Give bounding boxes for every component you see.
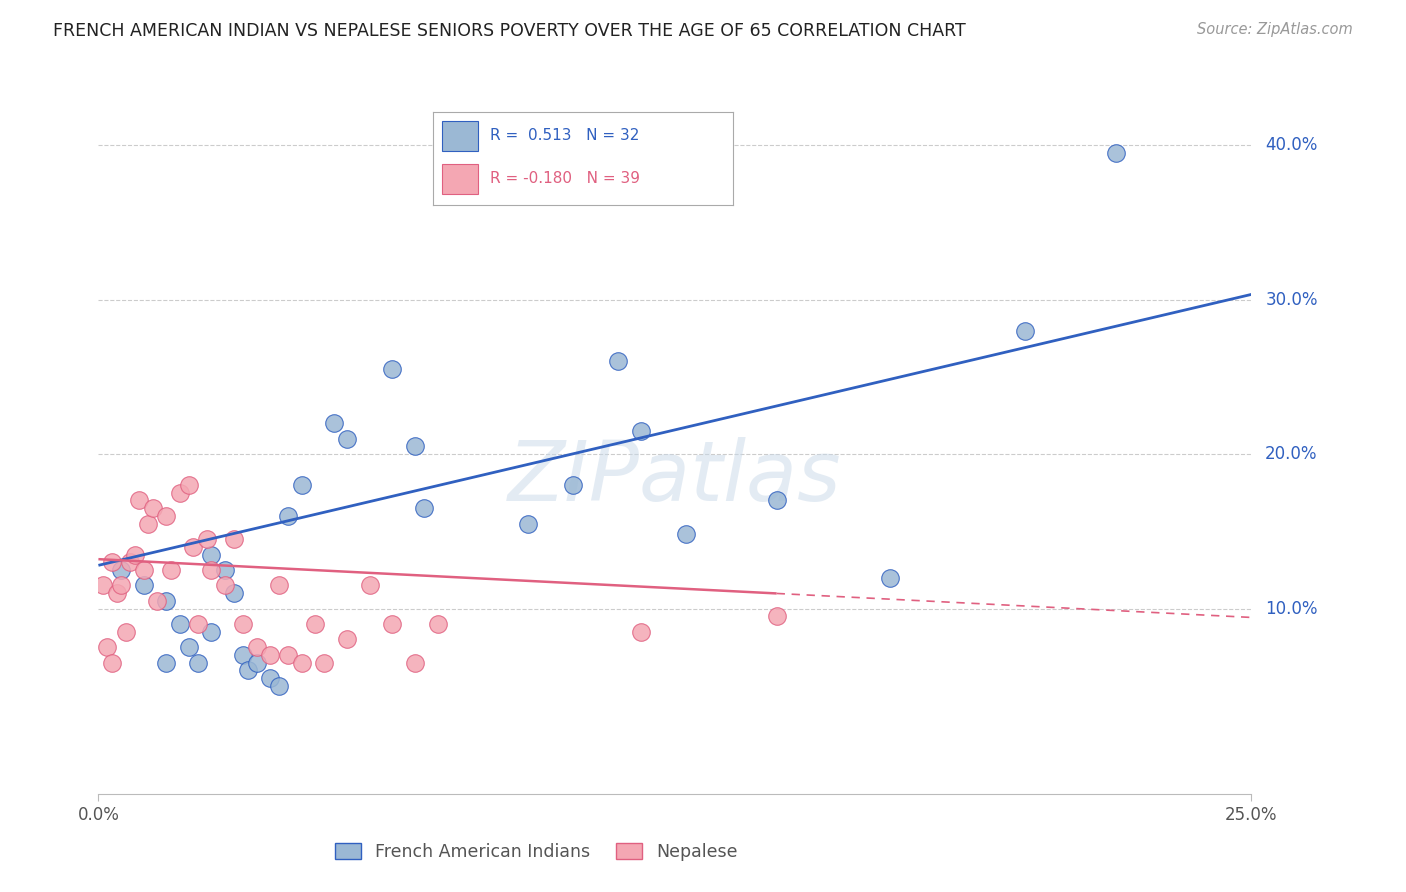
Point bbox=[765, 493, 787, 508]
Point bbox=[336, 632, 359, 647]
Point bbox=[232, 617, 254, 632]
Point bbox=[128, 493, 150, 508]
Point bbox=[155, 594, 177, 608]
Point bbox=[110, 563, 132, 577]
Point bbox=[426, 617, 449, 632]
Text: 20.0%: 20.0% bbox=[1265, 445, 1317, 463]
Point bbox=[304, 617, 326, 632]
Point bbox=[269, 578, 291, 592]
Text: FRENCH AMERICAN INDIAN VS NEPALESE SENIORS POVERTY OVER THE AGE OF 65 CORRELATIO: FRENCH AMERICAN INDIAN VS NEPALESE SENIO… bbox=[53, 22, 966, 40]
Point bbox=[155, 508, 177, 523]
Legend: French American Indians, Nepalese: French American Indians, Nepalese bbox=[329, 836, 745, 868]
Point bbox=[120, 555, 142, 569]
Point bbox=[291, 656, 314, 670]
Point bbox=[187, 617, 209, 632]
Point bbox=[413, 501, 436, 516]
Point bbox=[1014, 324, 1036, 338]
Point bbox=[200, 624, 222, 639]
Point bbox=[91, 578, 114, 592]
Text: ZIPatlas: ZIPatlas bbox=[508, 437, 842, 518]
Point bbox=[124, 548, 146, 562]
Point bbox=[232, 648, 254, 662]
Text: 30.0%: 30.0% bbox=[1265, 291, 1317, 309]
Point bbox=[114, 624, 136, 639]
Point bbox=[675, 527, 697, 541]
Point bbox=[214, 563, 236, 577]
Point bbox=[381, 617, 404, 632]
Point bbox=[132, 578, 155, 592]
Point bbox=[246, 640, 269, 655]
Point bbox=[322, 417, 344, 431]
Point bbox=[291, 478, 314, 492]
Point bbox=[222, 532, 245, 546]
Point bbox=[142, 501, 165, 516]
Point bbox=[630, 624, 652, 639]
Point bbox=[269, 679, 291, 693]
Point bbox=[105, 586, 128, 600]
Point bbox=[516, 516, 538, 531]
Point bbox=[96, 640, 118, 655]
Point bbox=[110, 578, 132, 592]
Point bbox=[222, 586, 245, 600]
Point bbox=[195, 532, 218, 546]
Text: Source: ZipAtlas.com: Source: ZipAtlas.com bbox=[1197, 22, 1353, 37]
Point bbox=[404, 439, 426, 453]
Point bbox=[159, 563, 181, 577]
Point bbox=[404, 656, 426, 670]
Point bbox=[359, 578, 381, 592]
Point bbox=[146, 594, 169, 608]
Point bbox=[259, 671, 281, 685]
Point bbox=[214, 578, 236, 592]
Point bbox=[200, 548, 222, 562]
Point bbox=[259, 648, 281, 662]
Point bbox=[177, 640, 200, 655]
Point bbox=[277, 648, 299, 662]
Point bbox=[169, 617, 191, 632]
Point bbox=[177, 478, 200, 492]
Point bbox=[101, 656, 124, 670]
Point bbox=[246, 656, 269, 670]
Point bbox=[1105, 146, 1128, 161]
Point bbox=[187, 656, 209, 670]
Point bbox=[155, 656, 177, 670]
Point bbox=[562, 478, 585, 492]
Point bbox=[765, 609, 787, 624]
Text: 40.0%: 40.0% bbox=[1265, 136, 1317, 154]
Point bbox=[236, 664, 259, 678]
Point bbox=[879, 571, 901, 585]
Point bbox=[277, 508, 299, 523]
Point bbox=[381, 362, 404, 376]
Point bbox=[136, 516, 159, 531]
Point bbox=[169, 485, 191, 500]
Point bbox=[101, 555, 124, 569]
Text: 10.0%: 10.0% bbox=[1265, 599, 1317, 617]
Point bbox=[336, 432, 359, 446]
Point bbox=[630, 424, 652, 438]
Point bbox=[132, 563, 155, 577]
Point bbox=[314, 656, 336, 670]
Point bbox=[183, 540, 205, 554]
Point bbox=[200, 563, 222, 577]
Point bbox=[607, 354, 630, 368]
